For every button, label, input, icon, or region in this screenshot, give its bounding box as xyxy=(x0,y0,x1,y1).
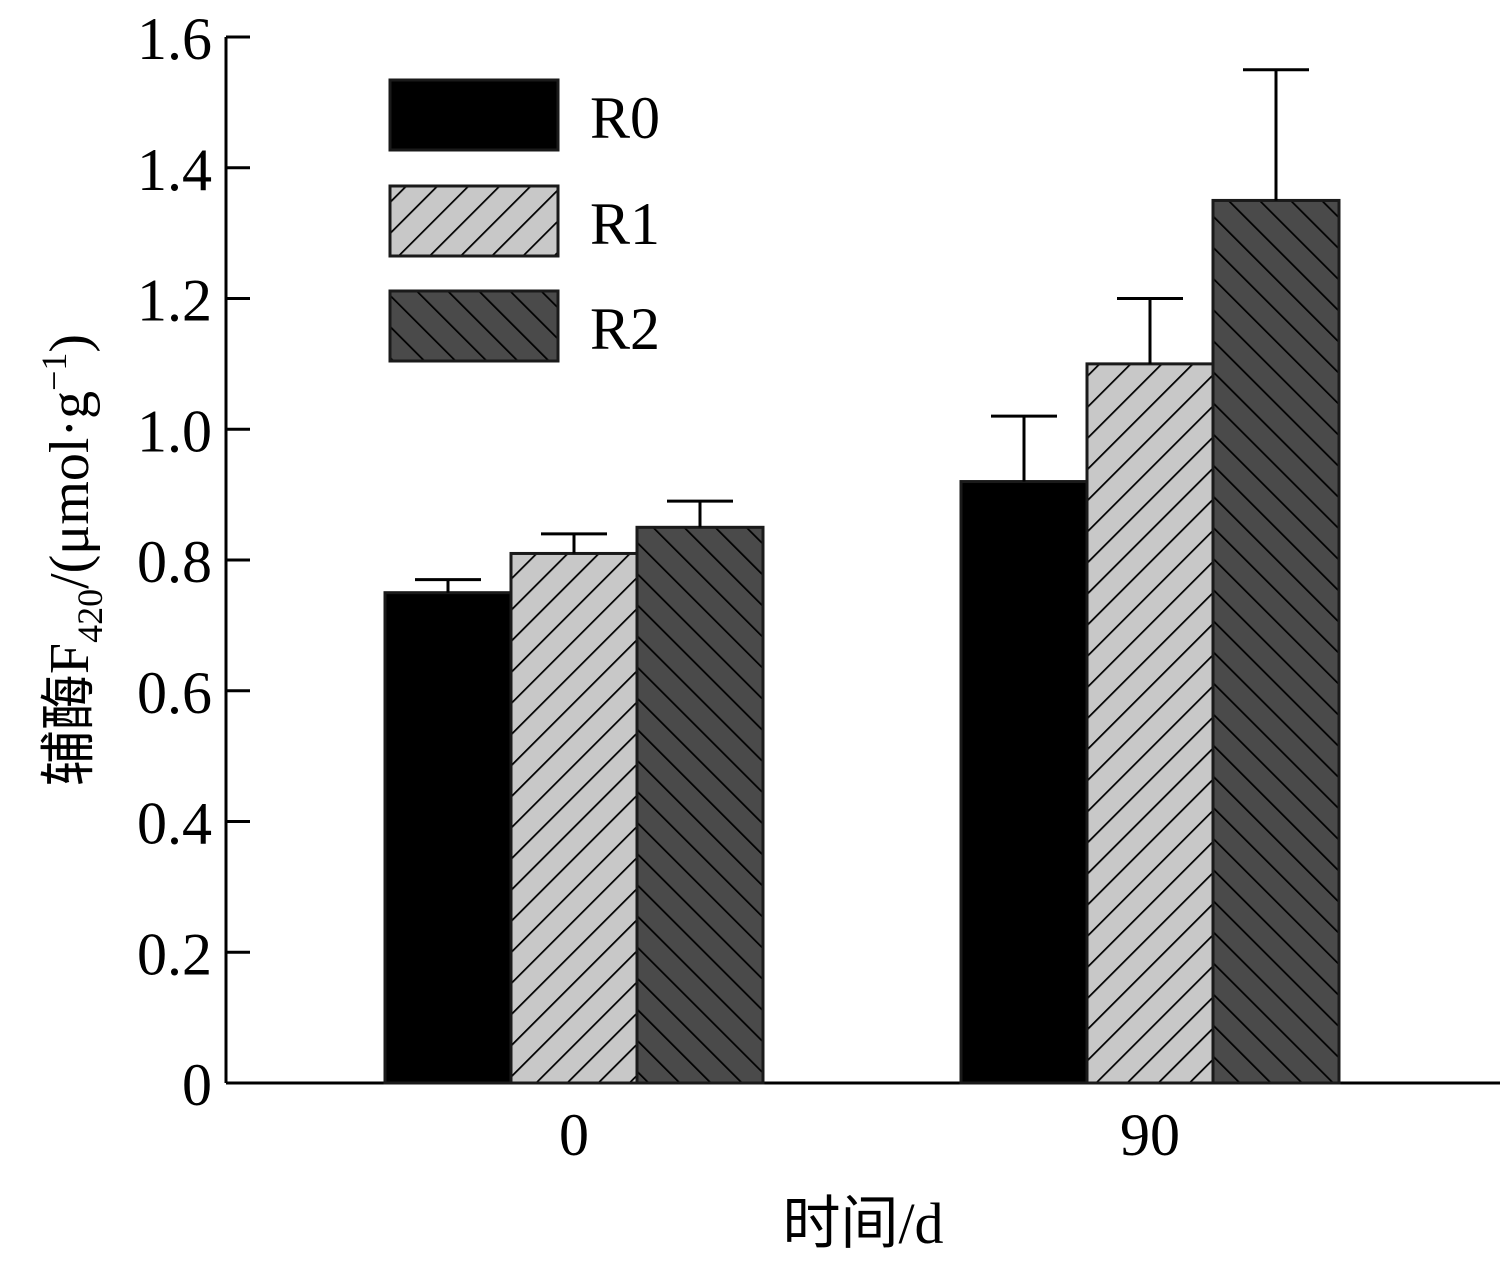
legend: R0 R1 R2 xyxy=(388,78,660,363)
y-tick-label: 0.2 xyxy=(137,921,212,987)
y-axis-label-subscript: 420 xyxy=(70,589,110,643)
y-ticks: 0 0.2 0.4 0.6 0.8 1.0 1.2 1.4 1.6 xyxy=(137,6,250,1118)
y-axis-label-superscript: −1 xyxy=(34,353,74,391)
bar-r1-0 xyxy=(509,551,639,1085)
bar-r2-90 xyxy=(1211,198,1341,1085)
legend-swatch-r0 xyxy=(388,78,560,152)
bar-r0-90 xyxy=(959,480,1089,1085)
y-tick-label: 0.8 xyxy=(137,529,212,595)
y-axis-label-unit: /(μmol·g xyxy=(39,391,101,589)
y-tick-label: 1.4 xyxy=(137,137,212,203)
y-axis-label-main: 辅酶F xyxy=(39,643,101,786)
y-tick-label: 0.4 xyxy=(137,791,212,857)
legend-label-r0: R0 xyxy=(590,85,660,151)
y-tick-label: 1.2 xyxy=(137,268,212,334)
legend-label-r2: R2 xyxy=(590,296,660,362)
bars xyxy=(383,68,1341,1085)
y-tick-label: 1.0 xyxy=(137,398,212,464)
x-ticks: 0 90 xyxy=(559,1102,1180,1168)
x-axis-label: 时间/d xyxy=(782,1191,943,1256)
y-tick-label: 0 xyxy=(182,1052,212,1118)
bar-r0-0 xyxy=(383,591,513,1085)
bar-r1-90 xyxy=(1085,362,1215,1085)
legend-label-r1: R1 xyxy=(590,191,660,257)
bar-r2-0 xyxy=(635,525,765,1085)
x-tick-label: 0 xyxy=(559,1102,589,1168)
y-axis-label-unit-close: ) xyxy=(39,334,101,353)
x-tick-label: 90 xyxy=(1120,1102,1180,1168)
y-axis-label: 辅酶F420/(μmol·g−1) xyxy=(34,334,110,786)
legend-swatch-r1 xyxy=(388,184,560,258)
y-tick-label: 1.6 xyxy=(137,6,212,72)
legend-swatch-r2 xyxy=(388,289,560,363)
y-tick-label: 0.6 xyxy=(137,660,212,726)
